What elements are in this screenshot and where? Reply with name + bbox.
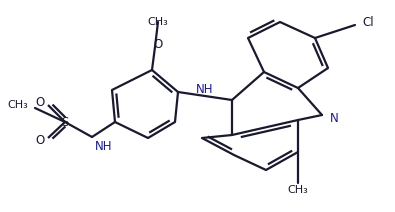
- Text: CH₃: CH₃: [288, 185, 308, 195]
- Text: N: N: [330, 112, 339, 124]
- Text: O: O: [36, 134, 45, 146]
- Text: NH: NH: [95, 140, 113, 153]
- Text: CH₃: CH₃: [148, 17, 168, 27]
- Text: O: O: [153, 39, 163, 52]
- Text: CH₃: CH₃: [7, 100, 28, 110]
- Text: S: S: [61, 116, 69, 128]
- Text: Cl: Cl: [362, 17, 374, 29]
- Text: O: O: [36, 96, 45, 110]
- Text: NH: NH: [196, 83, 214, 96]
